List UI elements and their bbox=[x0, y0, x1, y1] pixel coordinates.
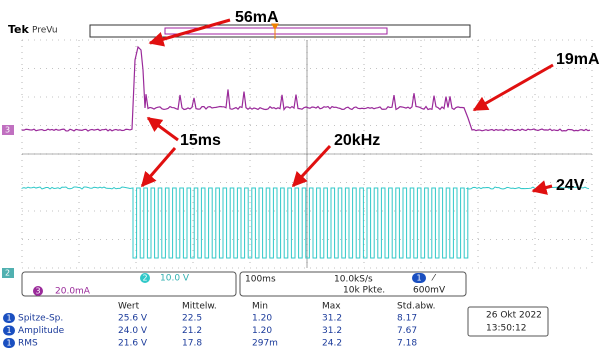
ch3-scale: 20.0mA bbox=[55, 287, 91, 297]
measurement-value: 1.20 bbox=[252, 326, 272, 336]
channel-badge: 1 bbox=[6, 314, 11, 323]
column-header: Std.abw. bbox=[397, 302, 435, 312]
measurement-value: 7.67 bbox=[397, 326, 417, 336]
column-header: Max bbox=[322, 302, 341, 312]
column-header: Wert bbox=[118, 302, 140, 312]
measurement-value: 1.20 bbox=[252, 314, 272, 324]
measurement-name: RMS bbox=[18, 339, 38, 349]
annotation: 20kHz bbox=[334, 132, 380, 149]
measurement-value: 22.5 bbox=[182, 314, 202, 324]
date: 26 Okt 2022 bbox=[486, 311, 542, 321]
ch2-badge: 2 bbox=[142, 274, 147, 283]
time: 13:50:12 bbox=[486, 324, 526, 334]
ch3-badge: 3 bbox=[35, 287, 40, 296]
column-header: Mittelw. bbox=[182, 302, 217, 312]
annotation: 15ms bbox=[180, 132, 221, 149]
brand: Tek bbox=[8, 23, 30, 36]
measurement-value: 21.2 bbox=[182, 326, 202, 336]
measurement-value: 8.17 bbox=[397, 314, 417, 324]
annotation: 19mA bbox=[556, 51, 600, 68]
measurement-value: 31.2 bbox=[322, 326, 342, 336]
record-length: 10k Pkte. bbox=[343, 286, 385, 296]
timebase: 100ms bbox=[245, 275, 276, 285]
trigger-level: 600mV bbox=[413, 286, 446, 296]
ch3-marker: 3 bbox=[5, 126, 10, 135]
ch2-scale: 10.0 V bbox=[160, 274, 190, 284]
measurement-name: Amplitude bbox=[18, 326, 65, 336]
annotation: 56mA bbox=[235, 9, 279, 26]
measurement-value: 31.2 bbox=[322, 314, 342, 324]
channel-badge: 1 bbox=[6, 339, 11, 348]
ch2-marker: 2 bbox=[5, 269, 10, 278]
measurement-value: 17.8 bbox=[182, 339, 202, 349]
sample-rate: 10.0kS/s bbox=[334, 275, 373, 285]
measurement-value: 297m bbox=[252, 339, 278, 349]
annotation: 24V bbox=[556, 177, 585, 194]
measurement-value: 7.18 bbox=[397, 339, 417, 349]
scope-screenshot: Tek PreVu 3 2 2 10.0 V 3 20.0mA 100ms 10… bbox=[0, 0, 605, 349]
column-header: Min bbox=[252, 302, 268, 312]
measurement-name: Spitze-Sp. bbox=[18, 314, 63, 324]
measurement-value: 21.6 V bbox=[118, 339, 148, 349]
channel-badge: 1 bbox=[6, 326, 11, 335]
mode: PreVu bbox=[32, 26, 58, 36]
measurement-value: 24.0 V bbox=[118, 326, 148, 336]
trigger-badge: 1 bbox=[416, 274, 421, 283]
measurement-value: 25.6 V bbox=[118, 314, 148, 324]
measurement-value: 24.2 bbox=[322, 339, 342, 349]
